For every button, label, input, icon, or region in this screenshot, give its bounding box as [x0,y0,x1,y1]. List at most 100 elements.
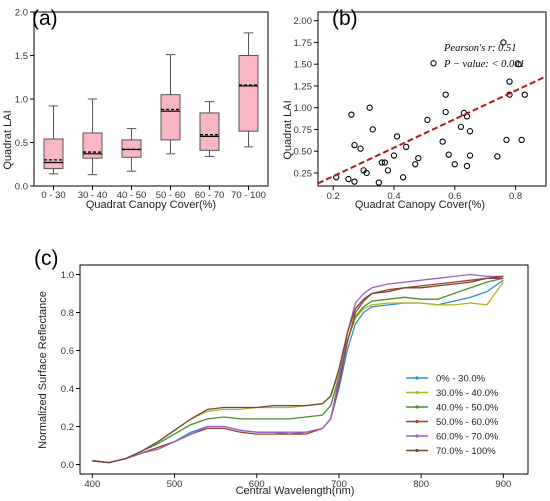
scatter-point-20 [424,116,431,124]
panel-b-ytick-label: 1.25 [294,81,313,92]
scatter-point-23 [442,91,449,98]
panel-b-ylabel: Quadrat LAI [282,100,294,159]
panel-b-xtick-label: 0.8 [509,191,522,202]
panel-c-xtick-label: 700 [331,479,347,490]
panel-a-ytick-label: 0.0 [15,182,28,193]
scatter-point-36 [506,78,513,85]
scatter-point-16 [399,174,407,181]
legend-label-4: 60.0% - 70.0% [436,432,499,443]
panel-a-ytick-label: 2.0 [15,8,28,19]
panel-b-plot-area: 0.25 0.50 0.75 1.00 1.25 1.50 1.75 2.00 0.2 0.4 0.… [294,11,547,202]
scatter-point-32 [466,128,474,135]
scatter-point-21 [430,60,437,67]
panel-a-ytick-label: 1.5 [15,51,28,62]
scatter-point-12 [381,159,389,166]
scatter-point-19 [415,155,422,162]
panel-a-xtick-label: 60 - 70 [195,190,225,201]
legend-marker-4 [415,434,419,438]
box-iqr-40-50 [121,139,142,158]
panel-b-ytick-label: 1.00 [294,103,313,114]
panel-b-frame [317,11,547,187]
panel-a-ylabel: Quadrat LAI [2,110,14,169]
spectrum-line-5 [92,275,504,464]
scatter-point-25 [445,151,452,158]
legend-marker-1 [415,390,419,395]
scatter-point-33 [494,153,501,160]
panel-b-ytick-label: 0.50 [294,147,313,158]
scatter-point-27 [457,123,465,130]
panel-b-ytick-label: 1.75 [294,38,313,49]
scatter-point-10 [375,179,382,186]
panel-a-frame [33,11,269,187]
panel-c-ytick-label: 0.2 [61,422,74,433]
scatter-point-38 [515,61,522,68]
legend-marker-3 [415,419,419,424]
panel-c-ylabel: Normalized Surface Reflectance [37,291,49,449]
panel-a-xtick-label: 0 - 30 [41,190,65,201]
panel-c-xtick-label: 500 [167,479,183,490]
panel-c-ytick-label: 0.6 [61,346,74,357]
panel-b-xtick-label: 0.2 [327,191,340,202]
legend-label-5: 70.0% - 100% [436,446,496,457]
panel-a-xtick-label: 50 - 60 [156,190,186,201]
panel-c-ytick-label: 0.4 [61,384,74,395]
scatter-point-13 [384,167,392,174]
panel-a-ytick-label: 1.0 [15,95,28,106]
panel-a-plot-area: 0.0 0.5 1.0 1.5 2.0 0 - 30 30 - 40 40 - 50 50 - … [15,8,269,201]
scatter-point-8 [366,104,373,111]
panel-c-legend: 0% - 30.0% 30.0% - 40.0% 40.0% - 50.0% 50.0… [406,374,499,457]
panel-c-ytick-label: 1.0 [61,270,74,281]
scatter-point-15 [393,133,401,140]
panel-b-ytick-label: 1.50 [294,60,313,71]
panel-b-ytick-label: 0.25 [294,168,313,179]
legend-label-2: 40.0% - 50.0% [436,403,499,414]
scatter-point-7 [363,169,370,177]
legend-marker-2 [415,405,419,409]
spectrum-line-2 [92,277,504,464]
panel-a-xtick-label: 40 - 50 [117,190,147,201]
scatter-point-31 [466,152,474,159]
panel-c-xlabel: Central Wavelength(nm) [236,485,355,497]
panel-c-ytick-label: 0.8 [61,308,74,319]
panel-a-xtick-label: 70 - 100 [231,190,266,201]
scatter-point-5 [357,145,364,152]
scatter-point-26 [451,161,458,168]
panel-c-xtick-label: 400 [84,479,100,490]
panel-c-xtick-label: 900 [495,479,511,490]
scatter-point-17 [403,143,410,150]
legend-label-0: 0% - 30.0% [436,374,486,385]
legend-label-3: 50.0% - 60.0% [436,417,499,428]
panel-a-xtick-label: 30 - 40 [78,190,108,201]
scatter-point-24 [442,108,449,116]
spectrum-line-4 [92,273,504,464]
panel-a-label: (a) [32,7,58,30]
scatter-point-22 [439,138,446,145]
scatter-point-1 [345,175,352,183]
box-iqr-60-70 [199,112,220,151]
panel-c-label: (c) [34,247,59,270]
panel-b-xtick-label: 0.4 [387,191,400,202]
panel-b: (b) Quadrat LAI Quadrat Canopy Cover(%) … [282,7,547,211]
panel-a: (a) Quadrat LAI Quadrat Canopy Cover(%) … [2,7,269,211]
panel-a-ytick-label: 0.5 [15,138,28,149]
scatter-point-11 [378,159,385,166]
legend-marker-0 [415,376,419,380]
panel-c-xtick-label: 800 [413,479,429,490]
scatter-point-29 [463,162,471,170]
legend-label-1: 30.0% - 40.0% [436,388,499,399]
panel-a-xlabel: Quadrat Canopy Cover(%) [86,199,216,211]
pvalue-annotation: P − value: < 0.001 [443,59,525,70]
box-iqr-30-40 [82,132,103,159]
panel-c: (c) Normalized Surface Reflectance Centr… [34,247,529,497]
box-iqr-0-30 [43,138,64,170]
scatter-point-39 [518,136,525,144]
scatter-point-9 [369,126,376,133]
panel-b-ytick-label: 2.00 [294,16,313,27]
panel-c-frame [79,264,529,475]
scatter-point-2 [348,111,355,118]
regression-fit-line [317,75,547,185]
box-iqr-50-60 [160,94,181,141]
legend-marker-5 [415,448,419,453]
scatter-point-18 [412,161,419,168]
